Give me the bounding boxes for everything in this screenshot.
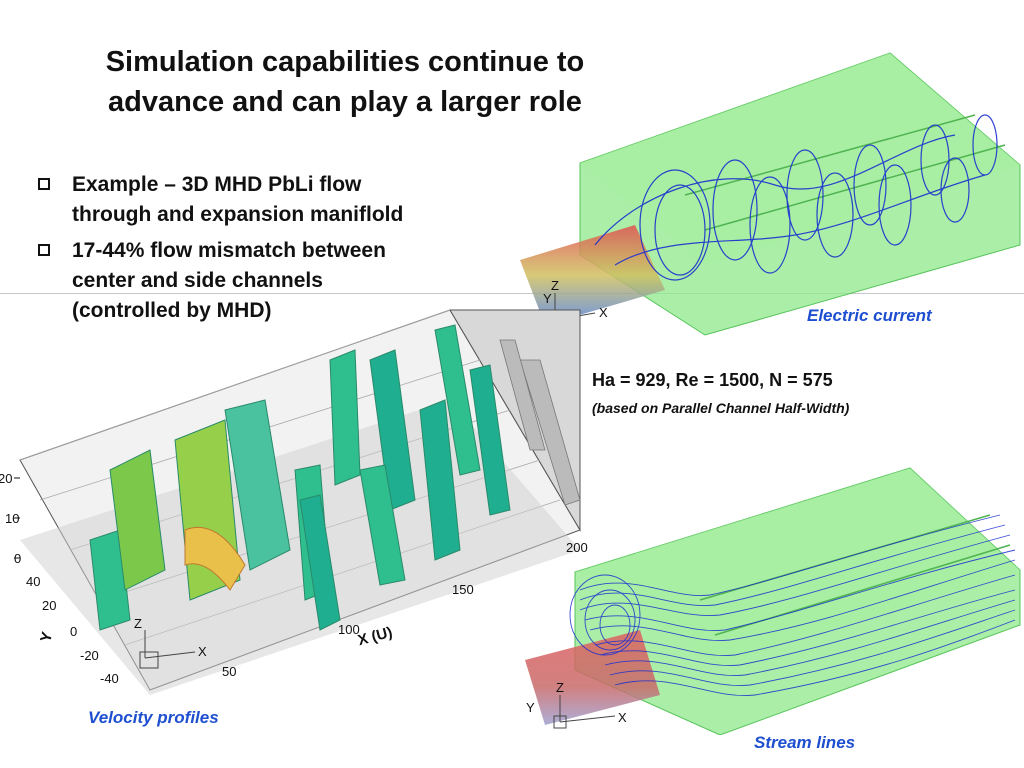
bullet-list: Example – 3D MHD PbLi flow through and e…	[34, 170, 504, 332]
y-axis-label: Y	[37, 630, 56, 644]
axis-x-label: X	[618, 710, 627, 725]
x-axis-label: X (U)	[356, 624, 394, 649]
axis-y-label: Y	[526, 700, 535, 715]
y-tick-label: 40	[26, 574, 40, 589]
slide-divider	[0, 293, 1024, 294]
triad-z-label: Z	[134, 616, 142, 631]
bullet-item: Example – 3D MHD PbLi flow through and e…	[34, 170, 504, 230]
parameters-note: (based on Parallel Channel Half-Width)	[592, 400, 850, 416]
y-tick-label: -20	[80, 648, 99, 663]
triad-x-label: X	[198, 644, 207, 659]
axis-triad-icon	[553, 695, 616, 729]
x-tick-label: 50	[222, 664, 236, 679]
electric-current-caption: Electric current	[807, 306, 932, 325]
z-tick-label: 0	[14, 551, 21, 566]
bullet-item: 17-44% flow mismatch between center and …	[34, 236, 504, 326]
y-tick-label: 20	[42, 598, 56, 613]
axis-z-label: Z	[556, 680, 564, 695]
velocity-profiles-figure: 20 10 0 40 20 0 -20 -40 Y 50 100 150 200…	[0, 309, 588, 695]
y-tick-label: 0	[70, 624, 77, 639]
electric-current-figure: Y Z X	[520, 52, 1021, 336]
bullet-line: Example – 3D MHD PbLi flow	[72, 173, 362, 196]
checkbox-bullet-icon	[38, 178, 50, 190]
velocity-profiles-caption: Velocity profiles	[88, 708, 219, 727]
simulation-parameters: Ha = 929, Re = 1500, N = 575	[592, 370, 833, 390]
y-tick-label: -40	[100, 671, 119, 686]
title-line-1: Simulation capabilities continue to	[105, 46, 585, 78]
x-tick-label: 100	[338, 622, 360, 637]
bullet-line: through and expansion maniflold	[72, 203, 404, 226]
z-tick-label: 10	[5, 511, 19, 526]
z-tick-label: 20	[0, 471, 12, 486]
x-tick-label: 150	[452, 582, 474, 597]
axis-z-label: Z	[551, 278, 559, 293]
stream-lines-figure: Y Z X	[525, 467, 1021, 735]
axis-x-label: X	[599, 305, 608, 320]
checkbox-bullet-icon	[38, 244, 50, 256]
axis-triad-icon	[139, 630, 196, 669]
title-line-2: advance and can play a larger role	[108, 86, 582, 118]
slide-title: Simulation capabilities continue to adva…	[20, 42, 670, 122]
bullet-line: 17-44% flow mismatch between	[72, 239, 386, 262]
x-tick-label: 200	[566, 540, 588, 555]
bullet-line: center and side channels	[72, 269, 323, 292]
bullet-line: (controlled by MHD)	[72, 299, 272, 322]
axis-y-label: Y	[543, 291, 552, 306]
stream-lines-caption: Stream lines	[754, 733, 856, 752]
